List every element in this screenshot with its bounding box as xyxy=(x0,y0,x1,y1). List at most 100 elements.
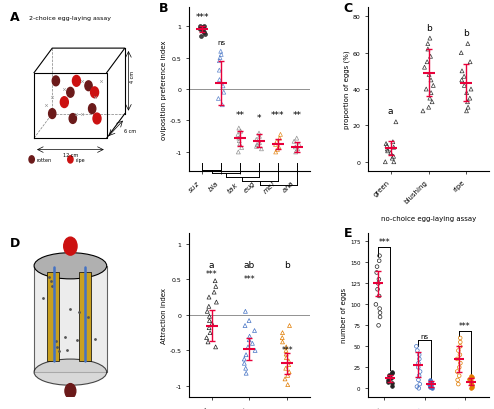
Point xyxy=(201,24,208,30)
Point xyxy=(424,41,432,48)
Point xyxy=(234,132,242,138)
Point xyxy=(216,55,224,62)
Point xyxy=(218,102,226,109)
Point xyxy=(278,335,286,341)
Point xyxy=(374,322,382,329)
Point xyxy=(456,339,464,346)
Point xyxy=(423,59,431,66)
Text: ***: *** xyxy=(196,13,209,22)
Point xyxy=(199,29,206,35)
Point xyxy=(427,378,435,385)
Point xyxy=(413,347,421,354)
Circle shape xyxy=(90,88,99,99)
Point xyxy=(460,74,468,81)
Point xyxy=(255,130,263,137)
Point xyxy=(426,377,434,383)
Point xyxy=(250,328,258,334)
Point xyxy=(283,355,290,361)
Point xyxy=(384,377,392,383)
Point xyxy=(420,65,428,71)
Point xyxy=(242,352,250,358)
Point xyxy=(242,308,249,315)
Point xyxy=(375,293,383,299)
Point xyxy=(392,119,400,126)
Point xyxy=(255,140,263,146)
Point xyxy=(389,139,397,146)
Point xyxy=(211,344,219,351)
Point xyxy=(214,96,222,103)
Point xyxy=(255,134,263,140)
Y-axis label: number of eggs: number of eggs xyxy=(341,288,347,343)
Circle shape xyxy=(69,114,77,124)
Y-axis label: Attraction index: Attraction index xyxy=(161,287,166,343)
Point xyxy=(212,299,220,306)
Text: 4 cm: 4 cm xyxy=(129,70,135,83)
Point xyxy=(454,347,462,354)
Text: b: b xyxy=(285,260,290,269)
Point xyxy=(282,344,290,351)
Point xyxy=(206,313,213,320)
Text: C: C xyxy=(344,2,353,15)
Point xyxy=(387,375,395,382)
Point xyxy=(286,322,293,329)
Point xyxy=(388,380,396,387)
Text: *: * xyxy=(257,114,261,123)
Point xyxy=(388,370,396,377)
Point xyxy=(456,352,464,358)
Point xyxy=(285,369,293,375)
Point xyxy=(196,27,204,34)
Text: ***: *** xyxy=(244,274,255,283)
Point xyxy=(412,343,420,350)
Text: a: a xyxy=(209,260,214,269)
Point xyxy=(455,373,463,379)
Point xyxy=(453,377,461,383)
Point xyxy=(235,126,243,132)
Text: ***: *** xyxy=(459,321,471,330)
Point xyxy=(426,36,434,42)
Point xyxy=(467,373,475,379)
Text: D: D xyxy=(10,237,20,250)
Text: ripe: ripe xyxy=(75,157,85,162)
Point xyxy=(284,372,291,379)
Point xyxy=(372,301,380,308)
Point xyxy=(390,159,398,166)
Point xyxy=(200,30,207,36)
Point xyxy=(251,347,259,354)
Text: 12 cm: 12 cm xyxy=(63,153,78,158)
Point xyxy=(204,308,211,315)
Point xyxy=(384,378,392,385)
Circle shape xyxy=(85,82,92,92)
Point xyxy=(462,108,470,115)
Circle shape xyxy=(48,109,56,119)
Point xyxy=(465,376,473,382)
Point xyxy=(382,141,390,148)
Point xyxy=(415,356,423,362)
Point xyxy=(387,150,395,157)
Point xyxy=(206,330,214,336)
Point xyxy=(279,339,287,345)
Point xyxy=(238,145,246,151)
Point xyxy=(285,358,293,364)
Point xyxy=(295,142,303,148)
Polygon shape xyxy=(34,266,107,372)
Point xyxy=(467,378,475,384)
Point xyxy=(235,138,243,144)
Point xyxy=(383,146,391,153)
Point xyxy=(467,385,475,392)
Point xyxy=(374,281,382,287)
Point xyxy=(419,108,427,115)
Point xyxy=(468,383,476,390)
Point xyxy=(425,105,433,111)
Point xyxy=(373,286,381,293)
Point xyxy=(426,380,434,387)
Point xyxy=(203,335,210,341)
Point xyxy=(454,381,462,387)
Point xyxy=(414,377,422,383)
Text: b: b xyxy=(463,29,469,38)
Point xyxy=(293,135,301,142)
Ellipse shape xyxy=(34,253,107,279)
Point xyxy=(415,373,423,379)
Text: rotten: rotten xyxy=(37,157,52,162)
Point xyxy=(427,77,435,84)
Point xyxy=(381,159,389,166)
